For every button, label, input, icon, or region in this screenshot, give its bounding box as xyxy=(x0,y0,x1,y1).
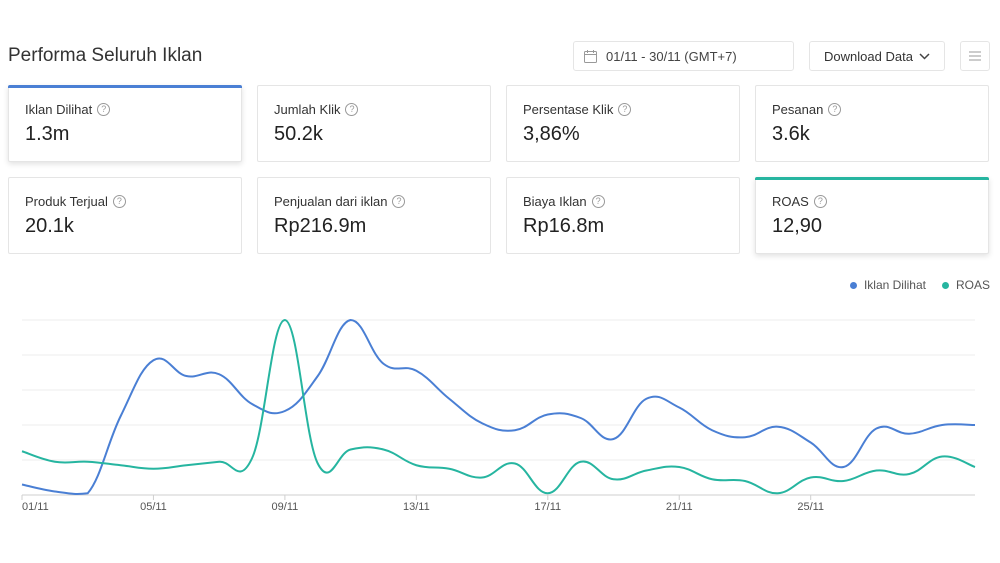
legend-dot xyxy=(941,281,949,289)
page-title: Performa Seluruh Iklan xyxy=(8,45,203,66)
series-line-iklan-dilihat xyxy=(21,318,976,495)
metric-label: Iklan Dilihat xyxy=(25,102,93,117)
date-range-picker[interactable]: 01/11 - 30/11 (GMT+7) xyxy=(573,41,794,71)
metric-label: Biaya Iklan xyxy=(523,194,587,209)
menu-button[interactable] xyxy=(960,41,990,71)
metric-label: Persentase Klik xyxy=(523,102,614,117)
calendar-icon xyxy=(584,49,597,63)
metric-value: 3.6k xyxy=(772,123,810,145)
metric-value: Rp216.9m xyxy=(274,215,367,237)
metric-card-produk-terjual[interactable]: Produk Terjual? 20.1k xyxy=(8,177,242,254)
x-tick-label: 25/11 xyxy=(797,501,824,513)
metric-card-pesanan[interactable]: Pesanan? 3.6k xyxy=(755,85,989,162)
metric-label: Jumlah Klik xyxy=(274,102,341,117)
date-range-text: 01/11 - 30/11 (GMT+7) xyxy=(606,48,737,64)
menu-icon xyxy=(969,51,981,61)
help-icon[interactable]: ? xyxy=(828,103,842,116)
metric-label: Penjualan dari iklan xyxy=(274,194,388,209)
metric-value: 3,86% xyxy=(523,123,580,145)
help-icon[interactable]: ? xyxy=(591,195,605,208)
help-icon[interactable]: ? xyxy=(112,195,126,208)
metric-card-jumlah-klik[interactable]: Jumlah Klik? 50.2k xyxy=(257,85,491,162)
metric-value: 1.3m xyxy=(25,123,70,145)
download-data-label: Download Data xyxy=(824,48,913,64)
legend-label: ROAS xyxy=(955,278,990,292)
help-icon[interactable]: ? xyxy=(618,103,632,116)
x-tick-label: 13/11 xyxy=(403,501,430,513)
metric-label: ROAS xyxy=(772,194,809,209)
download-data-button[interactable]: Download Data xyxy=(809,41,945,71)
metric-card-roas[interactable]: ROAS? 12,90 xyxy=(755,177,989,254)
metric-value: 20.1k xyxy=(25,215,74,237)
series-line-roas xyxy=(21,318,976,495)
x-tick-label: 17/11 xyxy=(534,501,561,513)
legend-item-roas[interactable]: ROAS xyxy=(941,278,990,292)
metric-value: 12,90 xyxy=(772,215,823,237)
legend-dot xyxy=(849,281,857,289)
metric-value: 50.2k xyxy=(274,123,323,145)
x-tick-label: 21/11 xyxy=(666,501,693,513)
line-chart: 01/11 05/11 09/11 13/11 17/11 21/11 25/11 xyxy=(21,318,976,513)
help-icon[interactable]: ? xyxy=(97,103,111,116)
help-icon[interactable]: ? xyxy=(392,195,406,208)
metric-value: Rp16.8m xyxy=(523,215,605,237)
x-tick-label: 01/11 xyxy=(22,501,49,513)
chevron-down-icon xyxy=(919,52,930,60)
metric-accent-bar xyxy=(8,85,242,88)
legend-item-iklan-dilihat[interactable]: Iklan Dilihat xyxy=(849,278,926,292)
x-tick-label: 05/11 xyxy=(140,501,167,513)
metric-card-iklan-dilihat[interactable]: Iklan Dilihat? 1.3m xyxy=(8,85,242,162)
metric-label: Pesanan xyxy=(772,102,824,117)
legend-label: Iklan Dilihat xyxy=(863,278,926,292)
metric-card-penjualan-dari-iklan[interactable]: Penjualan dari iklan? Rp216.9m xyxy=(257,177,491,254)
metric-label: Produk Terjual xyxy=(25,194,108,209)
metric-card-persentase-klik[interactable]: Persentase Klik? 3,86% xyxy=(506,85,740,162)
metric-accent-bar xyxy=(755,177,989,180)
help-icon[interactable]: ? xyxy=(345,103,359,116)
chart-legend: Iklan Dilihat ROAS xyxy=(834,278,990,292)
metric-card-biaya-iklan[interactable]: Biaya Iklan? Rp16.8m xyxy=(506,177,740,254)
x-tick-label: 09/11 xyxy=(272,501,299,513)
help-icon[interactable]: ? xyxy=(813,195,827,208)
